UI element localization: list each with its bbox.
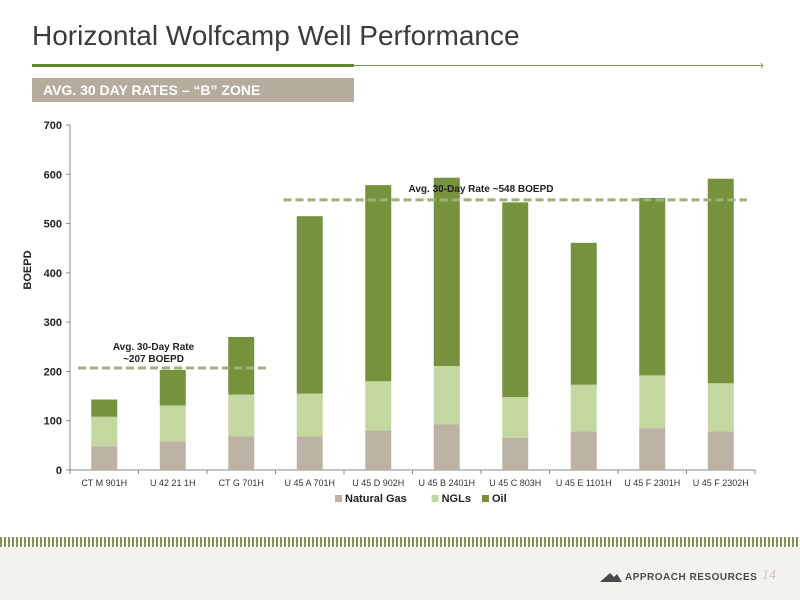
bar-segment-natural-gas	[707, 431, 734, 470]
bar-segment-natural-gas	[433, 424, 460, 470]
bar-segment-natural-gas	[570, 431, 597, 470]
bar-segment-ngls	[365, 381, 392, 431]
bar-segment-ngls	[639, 375, 666, 429]
reference-line-label: ~207 BOEPD	[123, 354, 184, 365]
y-tick-label: 400	[44, 268, 62, 280]
bar-segment-oil	[228, 336, 255, 395]
reference-line-label: Avg. 30-Day Rate	[113, 342, 195, 353]
mountain-logo-icon	[600, 573, 622, 582]
bar-segment-natural-gas	[91, 446, 118, 470]
y-tick-label: 700	[44, 120, 62, 132]
bar-segment-ngls	[707, 383, 734, 432]
stacked-bar-chart: 0 100 200 300 400 500 600 700 CT M 901H U 42 21 …	[22, 120, 756, 505]
bar-segment-natural-gas	[228, 436, 255, 470]
section-header-label: AVG. 30 DAY RATES – “B” ZONE	[43, 82, 261, 98]
bar-segment-natural-gas	[502, 437, 529, 470]
y-axis-label: BOEPD	[22, 250, 34, 289]
slide-title: Horizontal Wolfcamp Well Performance	[32, 20, 520, 51]
bar-segment-ngls	[433, 366, 460, 425]
footer-bar	[0, 547, 800, 600]
title-rule-accent	[32, 64, 354, 67]
legend-label: Oil	[492, 493, 507, 505]
legend-label: NGLs	[442, 493, 471, 505]
x-tick-label: U 45 D 902H	[352, 478, 404, 488]
bar-segment-oil	[433, 177, 460, 367]
page-number: 14	[762, 568, 776, 583]
bar-segment-oil	[570, 242, 597, 385]
title-rule	[354, 65, 762, 66]
footer-stripe-band	[0, 537, 800, 547]
legend-swatch	[335, 495, 342, 502]
bar-segment-natural-gas	[159, 441, 186, 470]
x-tick-label: U 45 A 701H	[284, 478, 335, 488]
bar-segment-ngls	[91, 416, 118, 447]
y-tick-label: 600	[44, 169, 62, 181]
bar-segment-oil	[365, 185, 392, 382]
reference-lines: Avg. 30-Day Rate~207 BOEPD Avg. 30-Day Ra…	[78, 184, 747, 370]
bar-segment-natural-gas	[365, 430, 392, 470]
x-tick-label: U 45 C 803H	[489, 478, 541, 488]
bar-segment-oil	[91, 399, 118, 417]
bar-segment-oil	[639, 197, 666, 376]
y-tick-label: 0	[56, 465, 62, 477]
bar-segment-ngls	[159, 405, 186, 442]
bar-segment-ngls	[228, 394, 255, 437]
x-tick-label: U 45 F 2302H	[693, 478, 749, 488]
x-tick-label: U 42 21 1H	[150, 478, 196, 488]
legend-swatch	[482, 495, 489, 502]
rule-arrow-icon: ›	[760, 58, 764, 72]
bar-segment-ngls	[570, 384, 597, 432]
x-tick-label: U 45 F 2301H	[624, 478, 680, 488]
chart-legend: Natural Gas NGLs Oil	[335, 493, 507, 505]
bar-segment-ngls	[502, 397, 529, 438]
y-tick-label: 500	[44, 219, 62, 231]
bar-segment-natural-gas	[639, 428, 666, 470]
x-tick-label: CT M 901H	[81, 478, 127, 488]
legend-label: Natural Gas	[345, 493, 407, 505]
x-axis: CT M 901H U 42 21 1H CT G 701H U 45 A 701H U…	[69, 469, 756, 488]
section-header: AVG. 30 DAY RATES – “B” ZONE	[32, 78, 354, 102]
company-name: APPROACH RESOURCES	[625, 572, 758, 583]
x-tick-label: U 45 B 2401H	[418, 478, 475, 488]
y-axis: 0 100 200 300 400 500 600 700	[44, 120, 71, 477]
y-tick-label: 300	[44, 317, 62, 329]
reference-line-label: Avg. 30-Day Rate ~548 BOEPD	[409, 184, 554, 195]
bar-segment-natural-gas	[296, 436, 323, 470]
x-tick-label: CT G 701H	[219, 478, 264, 488]
bar-segment-oil	[296, 216, 323, 394]
y-tick-label: 100	[44, 416, 62, 428]
x-tick-label: U 45 E 1101H	[556, 478, 612, 488]
bar-segment-ngls	[296, 393, 323, 437]
bar-stack-group	[91, 177, 734, 470]
bar-segment-oil	[502, 202, 529, 398]
bar-segment-oil	[707, 178, 734, 384]
legend-swatch	[431, 495, 439, 502]
bar-segment-oil	[159, 369, 186, 406]
y-tick-label: 200	[44, 366, 62, 378]
